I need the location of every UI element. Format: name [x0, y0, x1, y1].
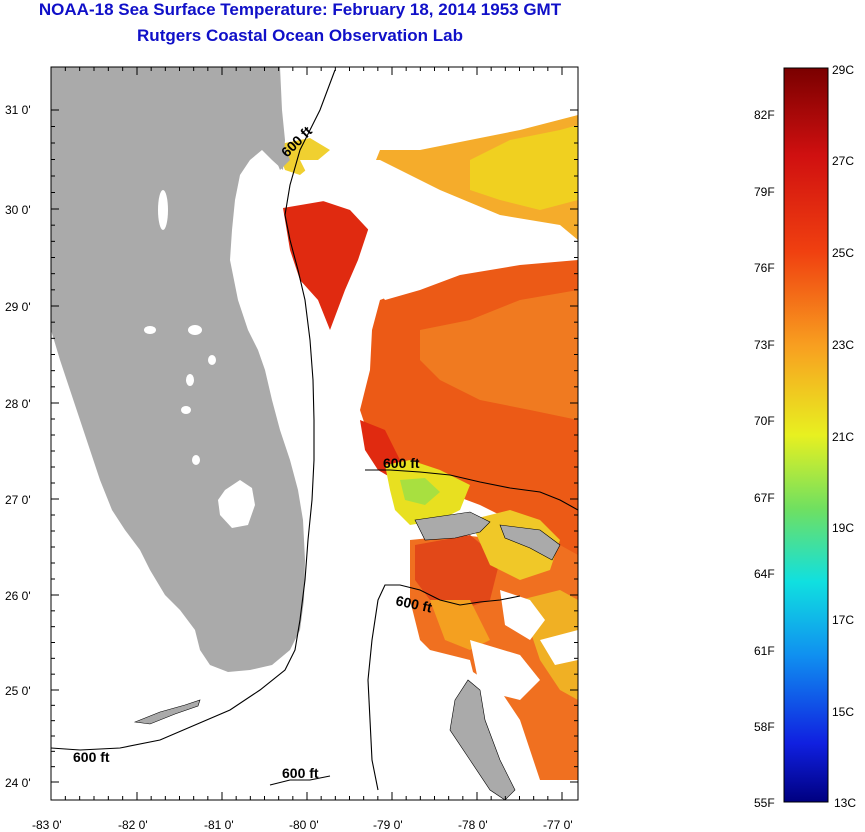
lon-label: -77 0' [543, 818, 573, 832]
lat-label: 24 0' [5, 776, 31, 790]
lat-label: 27 0' [5, 493, 31, 507]
lon-label: -80 0' [289, 818, 319, 832]
lon-label: -83 0' [32, 818, 62, 832]
contour-label: 600 ft [73, 749, 110, 765]
contour-label: 600 ft [383, 455, 420, 471]
axis-ticks [50, 67, 578, 800]
lat-label: 25 0' [5, 684, 31, 698]
lon-label: -79 0' [373, 818, 403, 832]
isobath-600ft [51, 69, 578, 791]
chart-subtitle: Rutgers Coastal Ocean Observation Lab [137, 26, 463, 45]
map-frame [50, 66, 579, 801]
north-islands [272, 148, 290, 170]
lat-label: 28 0' [5, 397, 31, 411]
latitude-axis: 31 0' 30 0' 29 0' 28 0' 27 0' 26 0' 25 0… [5, 103, 31, 790]
lat-label: 26 0' [5, 589, 31, 603]
cloud-mask [300, 67, 578, 720]
contour-label: 600 ft [282, 765, 319, 781]
lat-label: 29 0' [5, 300, 31, 314]
inland-lakes [144, 190, 255, 528]
lon-label: -78 0' [458, 818, 488, 832]
sst-data-layer [275, 110, 578, 780]
lat-label: 31 0' [5, 103, 31, 117]
lon-label: -81 0' [204, 818, 234, 832]
longitude-axis: -83 0' -82 0' -81 0' -80 0' -79 0' -78 0… [32, 818, 573, 832]
contour-label: 600 ft [394, 592, 433, 615]
lat-label: 30 0' [5, 203, 31, 217]
bahamas-land [414, 511, 561, 800]
lon-label: -82 0' [118, 818, 148, 832]
chart-title: NOAA-18 Sea Surface Temperature: Februar… [38, 0, 562, 19]
florida-keys [133, 699, 201, 725]
